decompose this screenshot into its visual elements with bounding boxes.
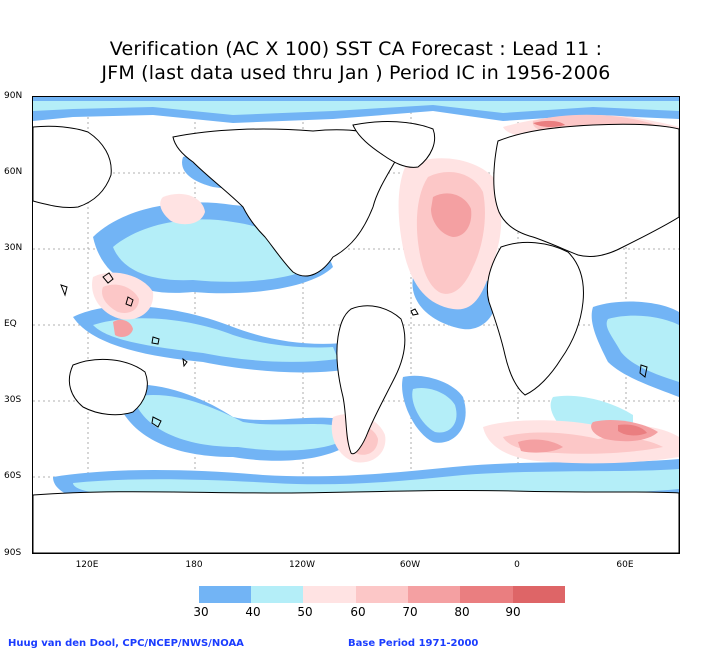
island-outlines [60, 272, 648, 428]
legend-label-90: 90 [505, 605, 521, 619]
map-title-line1: Verification (AC X 100) SST CA Forecast … [109, 38, 603, 60]
credit-author: Huug van den Dool, CPC/NCEP/NWS/NOAA [8, 638, 244, 649]
lon-label-120e: 120E [75, 560, 99, 570]
lat-label-90n: 90N [4, 91, 23, 101]
lat-label-30s: 30S [4, 395, 22, 405]
coastlines [33, 121, 679, 553]
credit-base-period: Base Period 1971-2000 [348, 638, 479, 649]
legend-label-60: 60 [350, 605, 366, 619]
legend-label-80: 80 [454, 605, 470, 619]
color-legend [199, 586, 565, 603]
lat-label-30n: 30N [4, 243, 23, 253]
legend-label-30: 30 [193, 605, 209, 619]
legend-swatch-30 [199, 586, 251, 603]
legend-swatch-90 [513, 586, 565, 603]
lat-label-eq: EQ [4, 319, 17, 329]
contour-80-90 [533, 120, 647, 436]
lon-label-0: 0 [514, 560, 520, 570]
lon-label-180: 180 [185, 560, 203, 570]
lon-label-120w: 120W [288, 560, 316, 570]
legend-label-50: 50 [297, 605, 313, 619]
map-title-line2: JFM (last data used thru Jan ) Period IC… [101, 62, 611, 84]
lat-label-60s: 60S [4, 471, 22, 481]
contour-70-80 [113, 193, 658, 453]
legend-label-40: 40 [245, 605, 261, 619]
legend-label-70: 70 [402, 605, 418, 619]
lon-label-60w: 60W [399, 560, 421, 570]
lat-label-60n: 60N [4, 167, 23, 177]
lon-label-60e: 60E [616, 560, 634, 570]
world-map [32, 96, 680, 554]
legend-swatch-50 [303, 586, 356, 603]
legend-swatch-40 [251, 586, 303, 603]
lat-label-90s: 90S [4, 548, 22, 558]
legend-swatch-80 [460, 586, 513, 603]
map-canvas [33, 97, 679, 553]
legend-swatch-70 [408, 586, 460, 603]
legend-swatch-60 [356, 586, 408, 603]
